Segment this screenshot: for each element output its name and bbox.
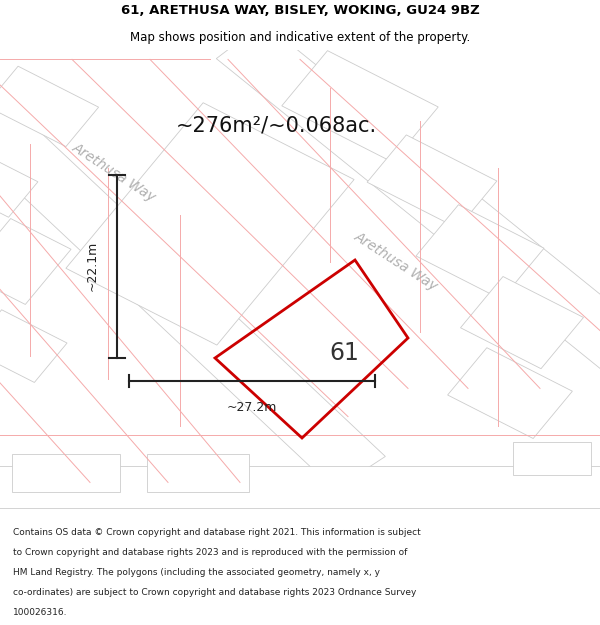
- Polygon shape: [0, 310, 67, 382]
- Polygon shape: [217, 22, 600, 374]
- Polygon shape: [282, 51, 438, 162]
- Text: ~27.2m: ~27.2m: [227, 401, 277, 414]
- Text: 61, ARETHUSA WAY, BISLEY, WOKING, GU24 9BZ: 61, ARETHUSA WAY, BISLEY, WOKING, GU24 9…: [121, 4, 479, 18]
- Polygon shape: [0, 90, 385, 489]
- Polygon shape: [416, 205, 544, 299]
- Polygon shape: [0, 146, 38, 217]
- Text: co-ordinates) are subject to Crown copyright and database rights 2023 Ordnance S: co-ordinates) are subject to Crown copyr…: [13, 588, 416, 598]
- Polygon shape: [461, 276, 583, 369]
- Text: to Crown copyright and database rights 2023 and is reproduced with the permissio: to Crown copyright and database rights 2…: [13, 548, 407, 558]
- Text: ~22.1m: ~22.1m: [85, 241, 98, 291]
- Polygon shape: [147, 454, 249, 492]
- Polygon shape: [513, 442, 591, 476]
- Text: Arethusa Way: Arethusa Way: [352, 229, 440, 294]
- Text: Map shows position and indicative extent of the property.: Map shows position and indicative extent…: [130, 31, 470, 44]
- Text: ~276m²/~0.068ac.: ~276m²/~0.068ac.: [175, 115, 377, 135]
- Text: Arethusa Way: Arethusa Way: [70, 140, 158, 204]
- Polygon shape: [66, 102, 354, 345]
- Text: 100026316.: 100026316.: [13, 608, 68, 618]
- Polygon shape: [367, 135, 497, 228]
- Text: HM Land Registry. The polygons (including the associated geometry, namely x, y: HM Land Registry. The polygons (includin…: [13, 568, 380, 578]
- Polygon shape: [12, 454, 120, 492]
- Polygon shape: [0, 219, 71, 304]
- Polygon shape: [0, 66, 98, 147]
- Polygon shape: [0, 466, 600, 508]
- Text: 61: 61: [329, 341, 359, 365]
- Polygon shape: [448, 348, 572, 439]
- Text: Contains OS data © Crown copyright and database right 2021. This information is : Contains OS data © Crown copyright and d…: [13, 528, 421, 538]
